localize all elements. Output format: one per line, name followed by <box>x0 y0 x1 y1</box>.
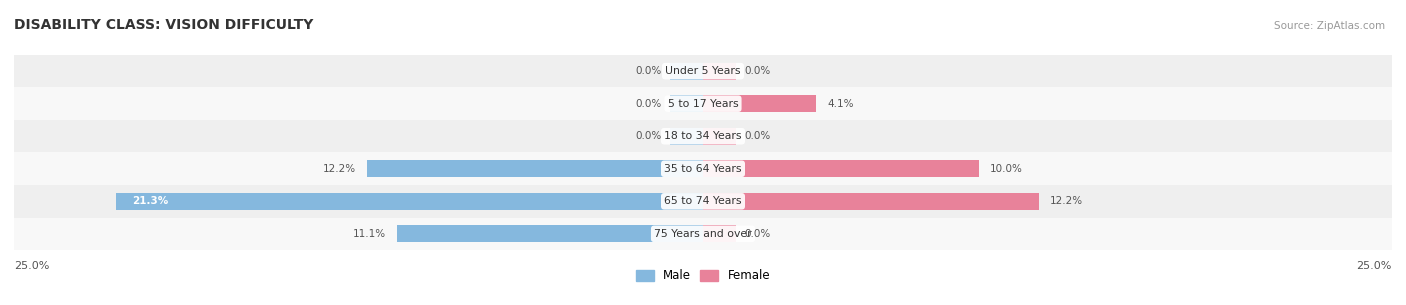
Text: 11.1%: 11.1% <box>353 229 387 239</box>
Bar <box>14 185 1392 217</box>
Bar <box>669 63 703 80</box>
Text: Under 5 Years: Under 5 Years <box>665 66 741 76</box>
Text: 5 to 17 Years: 5 to 17 Years <box>668 99 738 109</box>
Text: 25.0%: 25.0% <box>14 261 49 271</box>
Legend: Male, Female: Male, Female <box>631 265 775 287</box>
Text: 10.0%: 10.0% <box>990 164 1022 174</box>
Text: 0.0%: 0.0% <box>744 229 770 239</box>
Text: 25.0%: 25.0% <box>1357 261 1392 271</box>
Text: DISABILITY CLASS: VISION DIFFICULTY: DISABILITY CLASS: VISION DIFFICULTY <box>14 18 314 32</box>
Bar <box>14 152 1392 185</box>
Bar <box>669 128 703 145</box>
Bar <box>117 193 703 210</box>
Text: 12.2%: 12.2% <box>322 164 356 174</box>
Text: 75 Years and over: 75 Years and over <box>654 229 752 239</box>
Bar <box>703 193 1039 210</box>
Bar <box>703 225 737 242</box>
Text: 4.1%: 4.1% <box>827 99 853 109</box>
Text: 0.0%: 0.0% <box>636 99 662 109</box>
Text: 65 to 74 Years: 65 to 74 Years <box>664 196 742 206</box>
Text: 18 to 34 Years: 18 to 34 Years <box>664 131 742 141</box>
Text: 0.0%: 0.0% <box>744 131 770 141</box>
Text: 21.3%: 21.3% <box>132 196 169 206</box>
Bar <box>14 55 1392 88</box>
Bar <box>669 95 703 112</box>
Text: 0.0%: 0.0% <box>744 66 770 76</box>
Bar <box>703 63 737 80</box>
Bar <box>14 217 1392 250</box>
Text: 0.0%: 0.0% <box>636 66 662 76</box>
Text: 12.2%: 12.2% <box>1050 196 1084 206</box>
Bar <box>396 225 703 242</box>
Bar <box>703 128 737 145</box>
Bar <box>367 160 703 177</box>
Text: 0.0%: 0.0% <box>636 131 662 141</box>
Bar <box>14 88 1392 120</box>
Bar <box>703 95 815 112</box>
Text: Source: ZipAtlas.com: Source: ZipAtlas.com <box>1274 21 1385 31</box>
Text: 35 to 64 Years: 35 to 64 Years <box>664 164 742 174</box>
Bar <box>703 160 979 177</box>
Bar <box>14 120 1392 152</box>
